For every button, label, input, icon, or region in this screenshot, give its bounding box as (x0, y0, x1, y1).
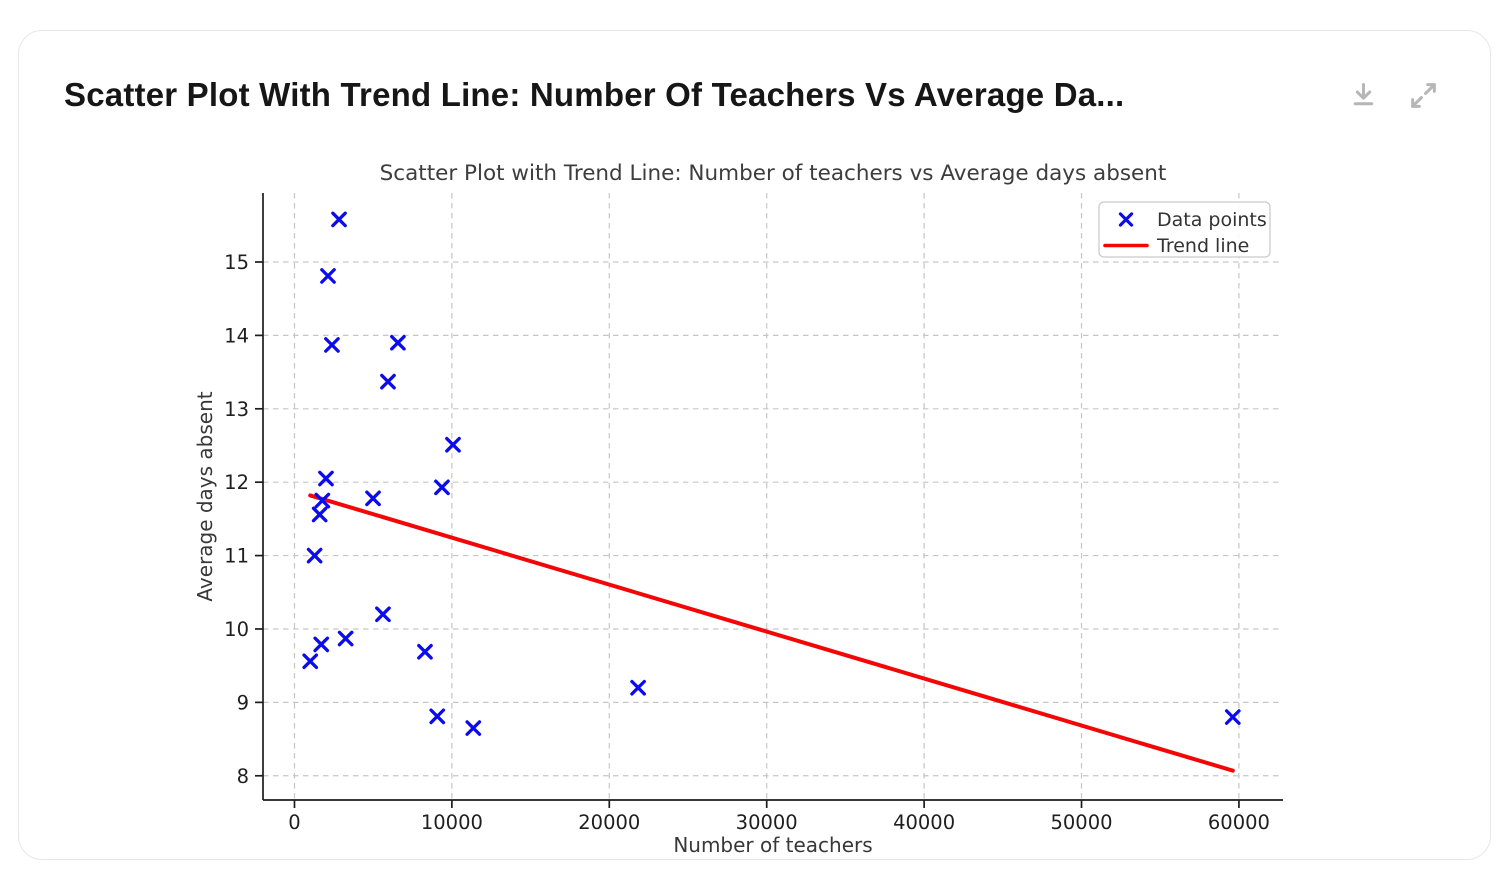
data-point-marker (445, 436, 461, 453)
legend-marker-x (1118, 212, 1134, 227)
y-tick-label: 11 (224, 545, 249, 568)
y-tick-label: 15 (224, 251, 249, 274)
data-point-marker (306, 547, 323, 564)
data-point-marker (318, 470, 334, 487)
download-button[interactable] (1346, 78, 1380, 112)
data-point-marker (311, 506, 328, 523)
expand-icon (1410, 82, 1436, 108)
y-tick-label: 10 (224, 618, 249, 641)
x-axis-label: Number of teachers (673, 833, 872, 857)
data-point-marker (1224, 709, 1241, 725)
y-tick-label: 9 (237, 691, 249, 714)
x-tick-label: 10000 (421, 811, 483, 834)
data-point-marker (365, 490, 381, 507)
chart-title: Scatter Plot with Trend Line: Number of … (380, 161, 1167, 186)
y-tick-label: 13 (224, 398, 249, 421)
data-point-marker (390, 334, 406, 351)
x-tick-label: 30000 (736, 811, 798, 834)
data-point-marker (324, 337, 340, 353)
y-axis-label: Average days absent (193, 391, 217, 601)
data-point-marker (314, 492, 331, 509)
data-point-marker (630, 679, 646, 696)
expand-button[interactable] (1406, 78, 1440, 112)
x-tick-label: 50000 (1050, 811, 1112, 834)
y-tick-label: 12 (224, 471, 249, 494)
y-tick-label: 14 (224, 324, 249, 347)
data-point-marker (465, 720, 482, 736)
legend-label: Data points (1157, 209, 1267, 231)
card-title: Scatter Plot With Trend Line: Number Of … (64, 76, 1125, 113)
data-point-marker (302, 653, 319, 670)
data-point-marker (380, 373, 396, 390)
card-header: Scatter Plot With Trend Line: Number Of … (64, 75, 1440, 115)
legend-label: Trend line (1156, 235, 1249, 257)
x-tick-label: 60000 (1208, 811, 1270, 834)
data-point-marker (320, 268, 336, 284)
y-tick-label: 8 (237, 765, 249, 788)
data-point-marker (434, 479, 450, 496)
data-point-marker (313, 636, 330, 653)
data-point-marker (417, 643, 433, 660)
download-icon (1353, 82, 1373, 105)
x-tick-label: 0 (288, 811, 300, 834)
data-point-marker (337, 630, 354, 647)
data-point-marker (429, 708, 446, 725)
data-point-marker (375, 606, 391, 623)
x-tick-label: 40000 (893, 811, 955, 834)
data-point-marker (331, 211, 347, 228)
card-actions (1346, 78, 1440, 112)
legend-box (1098, 201, 1271, 258)
trend-line (308, 493, 1235, 773)
x-tick-label: 20000 (578, 811, 640, 834)
